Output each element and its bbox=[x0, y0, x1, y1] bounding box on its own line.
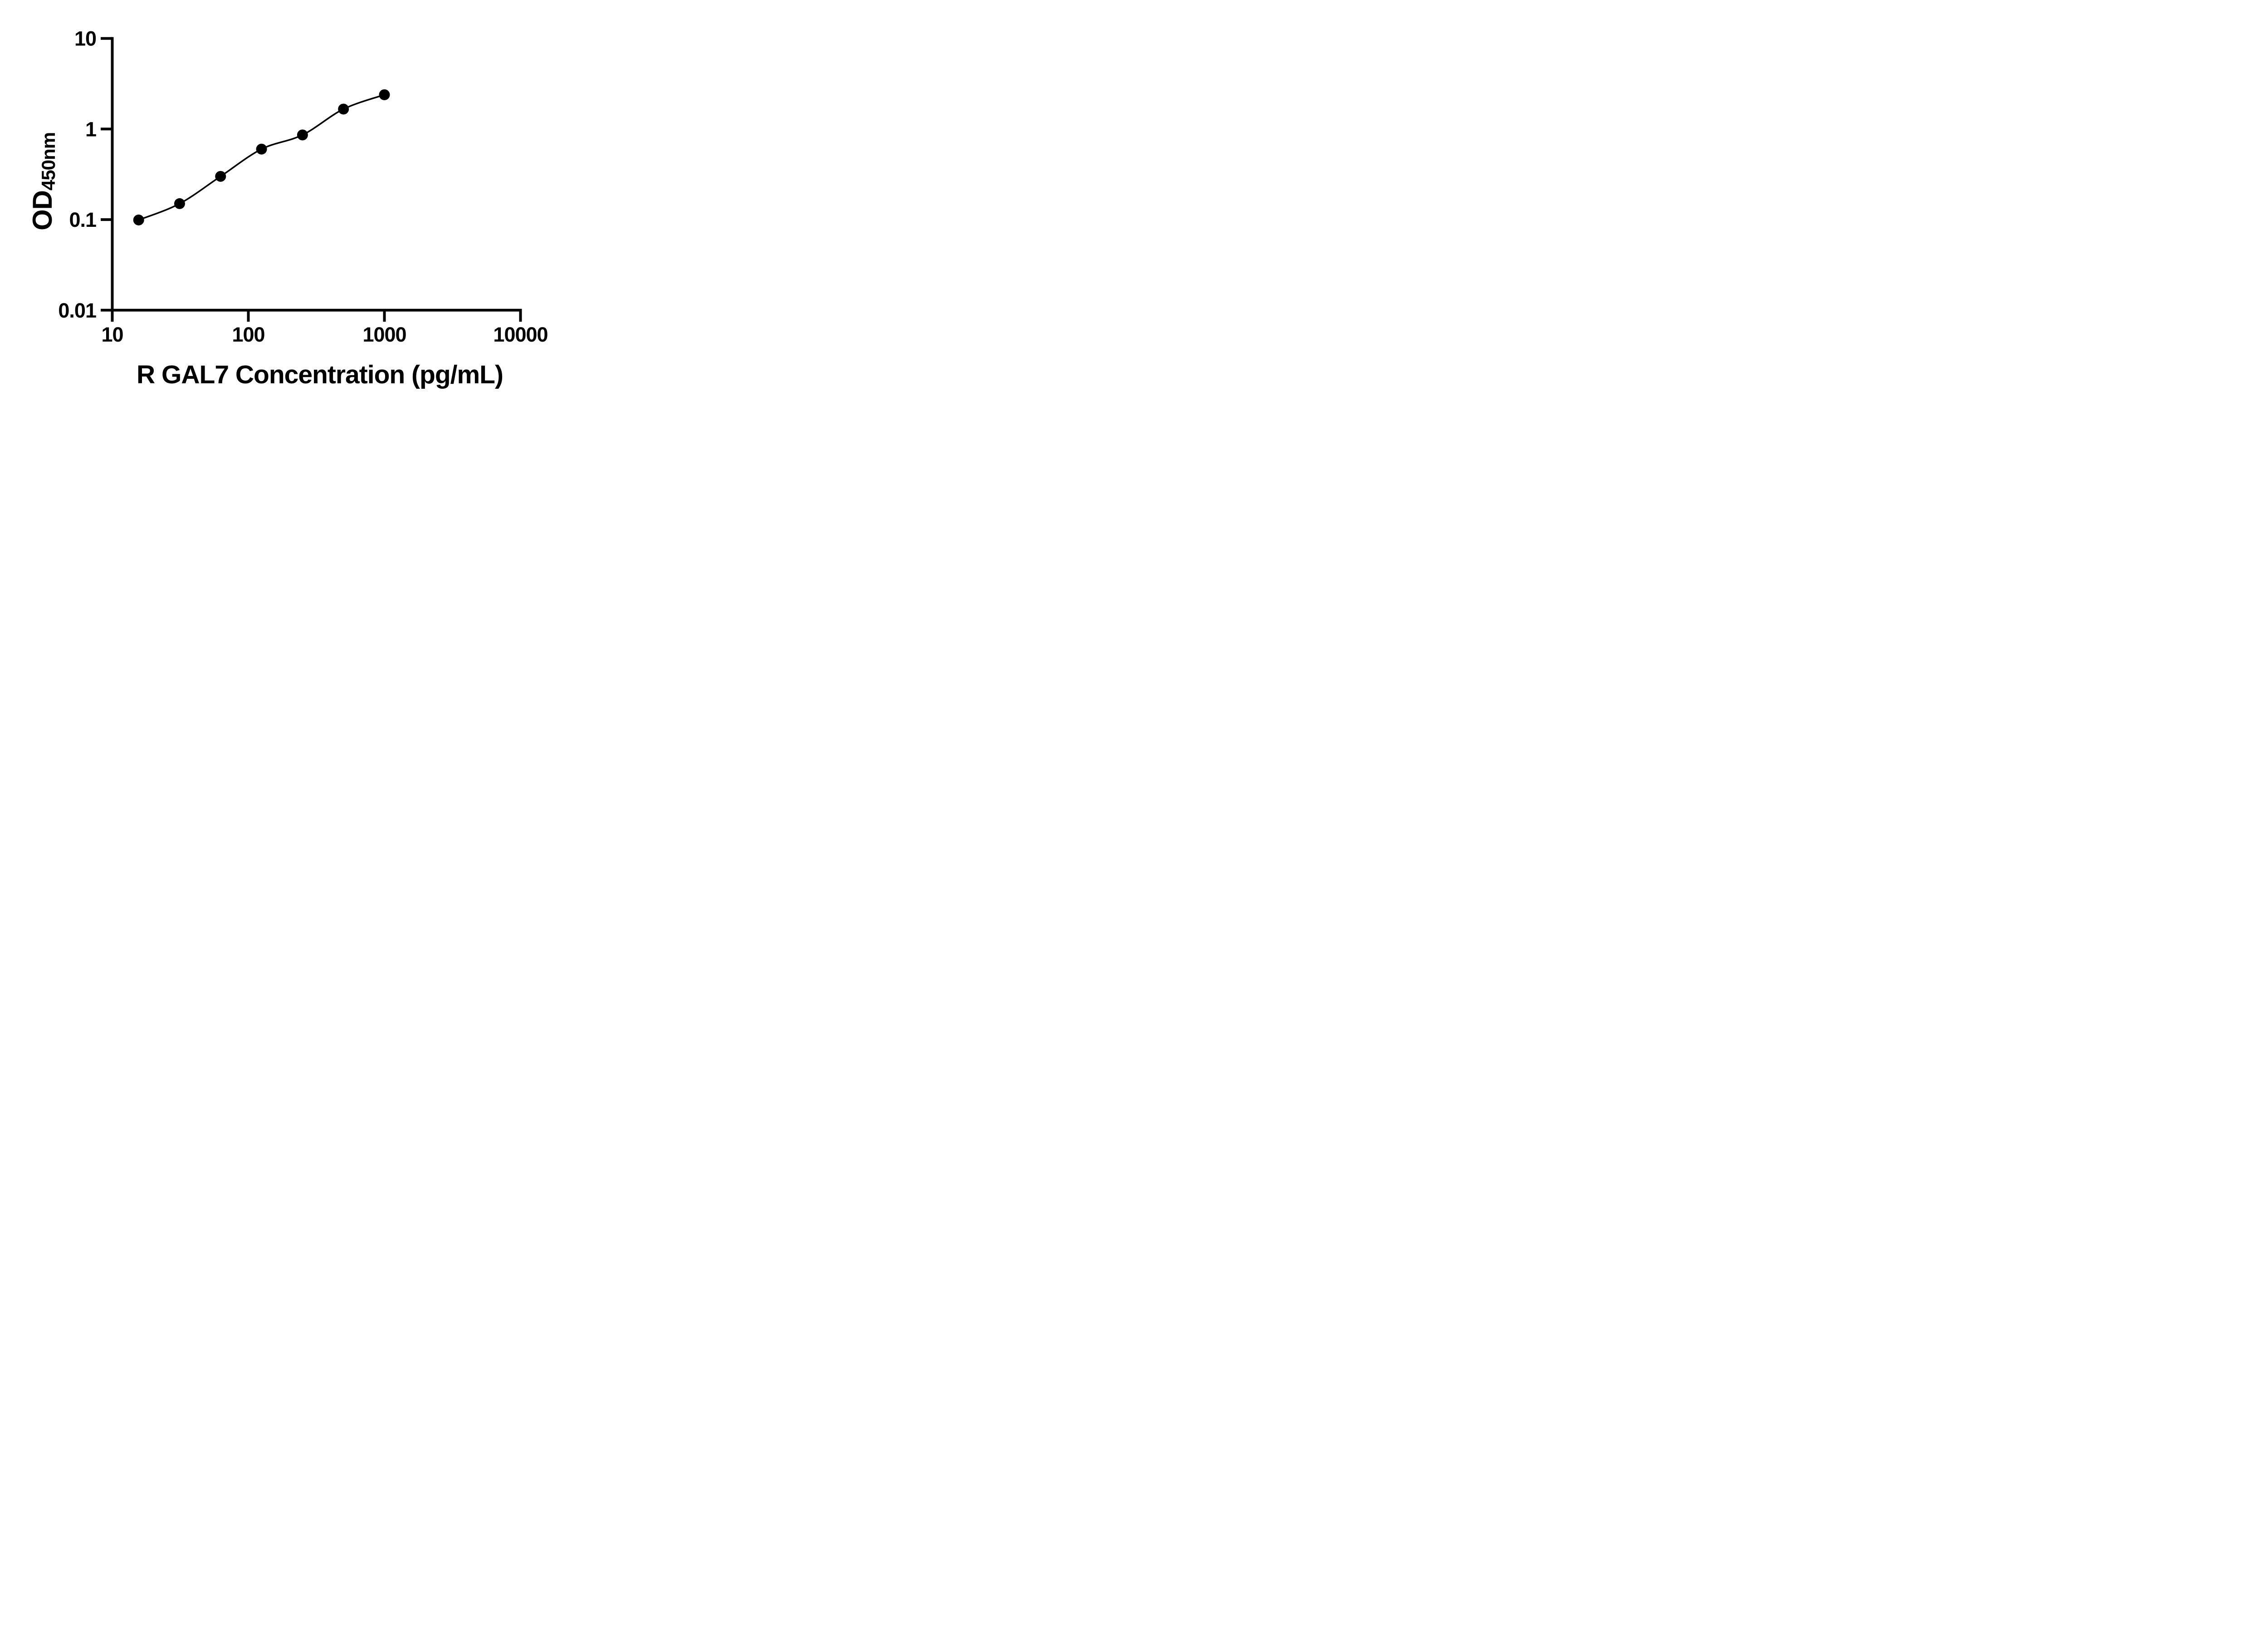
y-axis-title: OD450nm bbox=[27, 132, 59, 230]
y-tick-label: 0.01 bbox=[58, 299, 96, 322]
data-point bbox=[379, 89, 390, 100]
data-point bbox=[256, 143, 267, 155]
x-tick-label: 10 bbox=[101, 323, 123, 346]
data-point bbox=[174, 198, 185, 209]
data-point bbox=[133, 214, 144, 225]
elisa-standard-curve-figure: 10 100 1000 10000 0.01 0.1 1 10 R GAL7 Concentr… bbox=[0, 0, 583, 408]
x-tick-label: 1000 bbox=[362, 323, 406, 346]
y-axis-title-subscript: 450nm bbox=[38, 132, 59, 191]
y-tick-label: 10 bbox=[74, 27, 96, 50]
data-point bbox=[297, 129, 308, 141]
data-point bbox=[215, 171, 226, 182]
data-point bbox=[338, 103, 349, 115]
chart-canvas: 10 100 1000 10000 0.01 0.1 1 10 bbox=[58, 27, 548, 346]
y-tick-label: 0.1 bbox=[69, 208, 96, 231]
y-tick-label: 1 bbox=[85, 117, 96, 141]
x-tick-label: 100 bbox=[232, 323, 264, 346]
x-axis-title: R GAL7 Concentration (pg/mL) bbox=[137, 360, 503, 389]
x-tick-label: 10000 bbox=[493, 323, 547, 346]
y-axis-title-main: OD bbox=[27, 191, 58, 231]
